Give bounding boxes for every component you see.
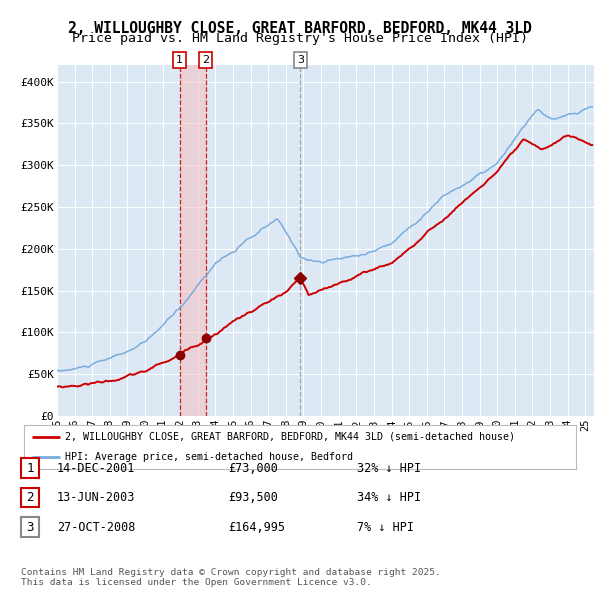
Text: £93,500: £93,500 <box>228 491 278 504</box>
Text: £164,995: £164,995 <box>228 520 285 534</box>
Text: 34% ↓ HPI: 34% ↓ HPI <box>357 491 421 504</box>
Text: 7% ↓ HPI: 7% ↓ HPI <box>357 520 414 534</box>
Text: Price paid vs. HM Land Registry's House Price Index (HPI): Price paid vs. HM Land Registry's House … <box>72 32 528 45</box>
Text: 3: 3 <box>26 520 34 534</box>
Text: 32% ↓ HPI: 32% ↓ HPI <box>357 461 421 475</box>
Text: 1: 1 <box>26 461 34 475</box>
Text: 3: 3 <box>297 55 304 65</box>
Text: 13-JUN-2003: 13-JUN-2003 <box>57 491 136 504</box>
Text: 27-OCT-2008: 27-OCT-2008 <box>57 520 136 534</box>
Text: 2, WILLOUGHBY CLOSE, GREAT BARFORD, BEDFORD, MK44 3LD (semi-detached house): 2, WILLOUGHBY CLOSE, GREAT BARFORD, BEDF… <box>65 432 515 442</box>
Text: £73,000: £73,000 <box>228 461 278 475</box>
Text: 1: 1 <box>176 55 183 65</box>
Text: 2: 2 <box>26 491 34 504</box>
Text: Contains HM Land Registry data © Crown copyright and database right 2025.
This d: Contains HM Land Registry data © Crown c… <box>21 568 441 587</box>
Text: HPI: Average price, semi-detached house, Bedford: HPI: Average price, semi-detached house,… <box>65 452 353 462</box>
Bar <box>179 65 206 416</box>
Text: 2: 2 <box>202 55 209 65</box>
Text: 2, WILLOUGHBY CLOSE, GREAT BARFORD, BEDFORD, MK44 3LD: 2, WILLOUGHBY CLOSE, GREAT BARFORD, BEDF… <box>68 21 532 35</box>
Text: 14-DEC-2001: 14-DEC-2001 <box>57 461 136 475</box>
